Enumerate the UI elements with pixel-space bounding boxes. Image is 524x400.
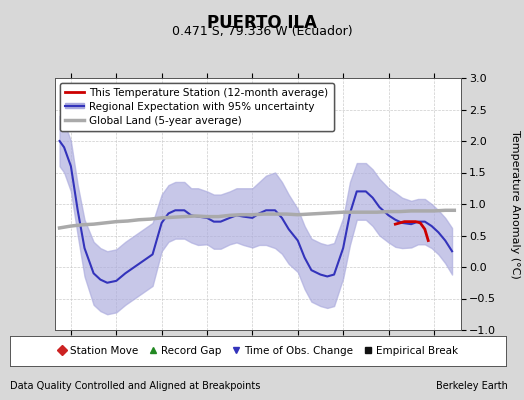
Legend: Station Move, Record Gap, Time of Obs. Change, Empirical Break: Station Move, Record Gap, Time of Obs. C… [56, 344, 461, 358]
Legend: This Temperature Station (12-month average), Regional Expectation with 95% uncer: This Temperature Station (12-month avera… [60, 83, 334, 131]
Text: Data Quality Controlled and Aligned at Breakpoints: Data Quality Controlled and Aligned at B… [10, 381, 261, 391]
Text: 0.471 S, 79.336 W (Ecuador): 0.471 S, 79.336 W (Ecuador) [172, 25, 352, 38]
Text: Berkeley Earth: Berkeley Earth [436, 381, 508, 391]
Y-axis label: Temperature Anomaly (°C): Temperature Anomaly (°C) [510, 130, 520, 278]
Text: PUERTO ILA: PUERTO ILA [207, 14, 317, 32]
